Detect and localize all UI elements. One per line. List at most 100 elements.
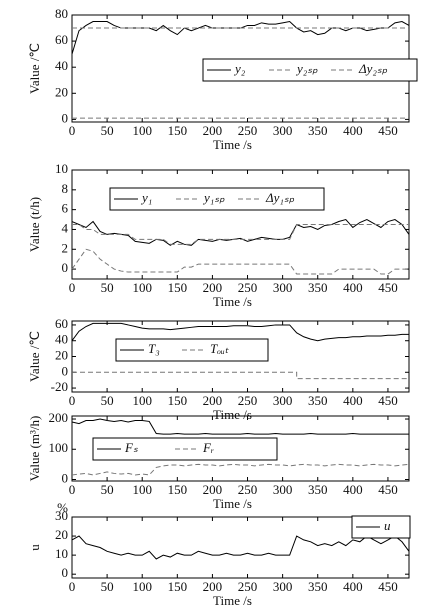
x-tick-label: 50 — [101, 123, 114, 138]
x-tick-label: 450 — [378, 482, 398, 497]
x-tick-label: 0 — [69, 123, 76, 138]
y-tick-label: 20 — [55, 84, 68, 99]
y-axis-label: u — [27, 544, 42, 551]
x-tick-label: 200 — [203, 280, 223, 295]
x-tick-label: 150 — [168, 280, 188, 295]
x-tick-label: 100 — [132, 579, 152, 594]
y-tick-label: 40 — [55, 332, 68, 347]
series-line — [71, 463, 410, 476]
x-axis-label: Time /s — [213, 294, 252, 309]
x-axis-label: Time /s — [213, 137, 252, 152]
x-axis-label: Time /s — [213, 407, 252, 422]
x-tick-label: 0 — [69, 280, 76, 295]
y-unit-label: % — [57, 500, 68, 515]
series-line — [71, 535, 410, 560]
legend-label: Tₒᵤₜ — [210, 341, 230, 356]
x-tick-label: 350 — [308, 123, 328, 138]
y-tick-label: -20 — [51, 379, 68, 394]
x-tick-label: 50 — [101, 280, 114, 295]
y-axis-label: Value (m³/h) — [27, 416, 42, 482]
y-tick-label: 30 — [55, 508, 68, 523]
legend-box — [351, 515, 411, 539]
y-tick-label: 0 — [62, 363, 69, 378]
x-tick-label: 100 — [132, 393, 152, 408]
x-tick-label: 150 — [168, 123, 188, 138]
y-tick-label: 200 — [49, 410, 69, 425]
y-tick-label: 2 — [62, 240, 69, 255]
x-tick-label: 200 — [203, 482, 223, 497]
legend-label: Fᵣ — [202, 440, 214, 455]
x-tick-label: 250 — [238, 579, 258, 594]
x-tick-label: 250 — [238, 280, 258, 295]
y-tick-label: 100 — [49, 440, 69, 455]
x-tick-label: 300 — [273, 280, 293, 295]
x-tick-label: 300 — [273, 482, 293, 497]
series-line — [71, 322, 409, 342]
x-tick-label: 400 — [343, 123, 363, 138]
legend-label: Δy₂ₛₚ — [358, 61, 388, 76]
x-axis-label: Time /s — [213, 593, 252, 608]
y-tick-label: 60 — [55, 316, 68, 331]
y-axis-label: Value (t/h) — [27, 197, 42, 252]
x-tick-label: 50 — [101, 393, 114, 408]
x-tick-label: 200 — [203, 579, 223, 594]
y-tick-label: 10 — [55, 161, 68, 176]
x-tick-label: 100 — [132, 123, 152, 138]
x-tick-label: 350 — [308, 280, 328, 295]
x-tick-label: 50 — [101, 579, 114, 594]
x-tick-label: 300 — [273, 579, 293, 594]
x-tick-label: 350 — [308, 393, 328, 408]
x-tick-label: 400 — [343, 579, 363, 594]
x-tick-label: 450 — [378, 393, 398, 408]
x-tick-label: 100 — [132, 482, 152, 497]
legend-label: y₂ — [233, 61, 246, 76]
y-axis-label: Value /℃ — [27, 331, 42, 382]
y-tick-label: 6 — [62, 201, 69, 216]
x-tick-label: 200 — [203, 123, 223, 138]
series-line — [72, 371, 409, 380]
x-tick-label: 150 — [168, 393, 188, 408]
y-tick-label: 80 — [55, 6, 68, 21]
legend-box — [202, 58, 418, 82]
y-tick-label: 60 — [55, 32, 68, 47]
y-tick-label: 0 — [62, 470, 69, 485]
series-line — [72, 224, 409, 245]
x-tick-label: 150 — [168, 579, 188, 594]
series-line — [71, 418, 409, 435]
x-tick-label: 0 — [69, 579, 76, 594]
legend-label: y₁ — [140, 190, 152, 205]
y-tick-label: 4 — [62, 220, 69, 235]
x-tick-label: 250 — [238, 393, 258, 408]
x-tick-label: 450 — [378, 123, 398, 138]
y-tick-label: 0 — [62, 565, 69, 580]
x-tick-label: 300 — [273, 393, 293, 408]
y-tick-label: 20 — [55, 527, 68, 542]
plot-frame — [71, 516, 410, 579]
y-axis-label: Value /℃ — [27, 43, 42, 94]
series-line — [71, 248, 409, 275]
y-tick-label: 20 — [55, 347, 68, 362]
x-tick-label: 350 — [308, 579, 328, 594]
legend-label: Δy₁ₛₚ — [265, 190, 295, 205]
legend-label: Fₛ — [124, 440, 138, 455]
legend-box — [109, 187, 325, 211]
x-tick-label: 150 — [168, 482, 188, 497]
y-tick-label: 0 — [62, 260, 69, 275]
x-tick-label: 400 — [343, 482, 363, 497]
x-tick-label: 300 — [273, 123, 293, 138]
x-tick-label: 400 — [343, 393, 363, 408]
x-axis-label: Time /s — [213, 496, 252, 511]
plot-frame — [71, 415, 410, 482]
x-tick-label: 0 — [69, 482, 76, 497]
x-tick-label: 200 — [203, 393, 223, 408]
x-tick-label: 350 — [308, 482, 328, 497]
series-line — [71, 20, 410, 55]
x-tick-label: 100 — [132, 280, 152, 295]
legend-label: T₃ — [148, 341, 160, 356]
x-tick-label: 250 — [238, 482, 258, 497]
legend-label: y₂ₛₚ — [295, 61, 318, 76]
plot-frame — [71, 169, 410, 280]
x-tick-label: 450 — [378, 280, 398, 295]
x-tick-label: 50 — [101, 482, 114, 497]
